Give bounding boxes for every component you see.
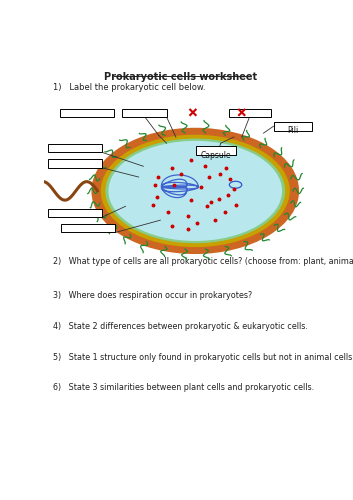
FancyBboxPatch shape (48, 208, 102, 217)
FancyBboxPatch shape (60, 108, 114, 117)
FancyBboxPatch shape (48, 144, 102, 152)
FancyBboxPatch shape (229, 108, 271, 117)
Ellipse shape (91, 128, 299, 254)
FancyBboxPatch shape (196, 146, 236, 156)
Text: 4)   State 2 differences between prokaryotic & eukaryotic cells.: 4) State 2 differences between prokaryot… (53, 322, 308, 331)
Ellipse shape (101, 134, 290, 247)
Text: 5)   State 1 structure only found in prokaryotic cells but not in animal cells.: 5) State 1 structure only found in proka… (53, 352, 353, 362)
Text: Capsule: Capsule (201, 151, 232, 160)
Ellipse shape (108, 141, 282, 241)
Text: 2)   What type of cells are all prokaryotic cells? (choose from: plant, animal, : 2) What type of cells are all prokaryoti… (53, 257, 353, 266)
Text: 6)   State 3 similarities between plant cells and prokaryotic cells.: 6) State 3 similarities between plant ce… (53, 384, 315, 392)
Ellipse shape (105, 138, 285, 244)
Text: Pili: Pili (287, 126, 299, 135)
FancyBboxPatch shape (48, 160, 102, 168)
FancyBboxPatch shape (274, 122, 312, 131)
Text: Prokaryotic cells worksheet: Prokaryotic cells worksheet (104, 72, 257, 83)
Text: 1)   Label the prokaryotic cell below.: 1) Label the prokaryotic cell below. (53, 83, 206, 92)
Text: 3)   Where does respiration occur in prokaryotes?: 3) Where does respiration occur in proka… (53, 291, 253, 300)
FancyBboxPatch shape (61, 224, 115, 232)
FancyBboxPatch shape (122, 108, 167, 117)
